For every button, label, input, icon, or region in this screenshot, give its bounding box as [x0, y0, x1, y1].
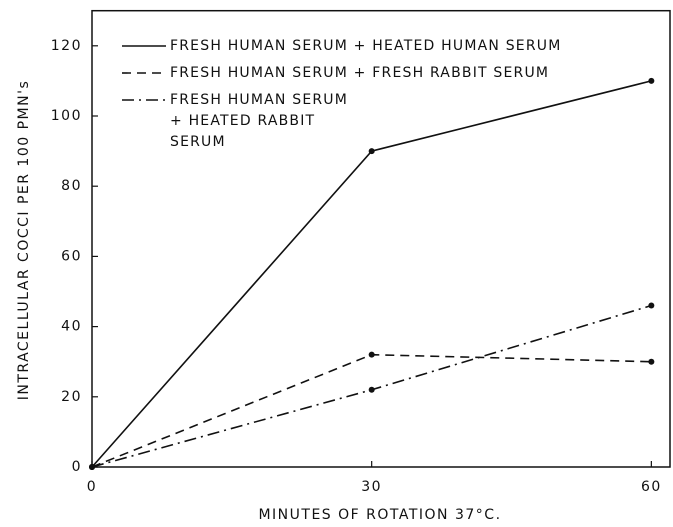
x-tick-label: 60	[641, 479, 662, 495]
y-tick-label: 60	[61, 248, 82, 264]
legend-label: FRESH HUMAN SERUM + HEATED RABBIT SERUM	[170, 92, 349, 150]
legend-swatch	[122, 45, 166, 47]
legend-label: FRESH HUMAN SERUM + FRESH RABBIT SERUM	[170, 65, 550, 81]
x-tick-label: 0	[87, 479, 97, 495]
data-point	[368, 351, 375, 358]
series-line	[91, 304, 652, 468]
x-axis-label: MINUTES OF ROTATION 37°C.	[258, 507, 501, 523]
data-point	[368, 386, 375, 393]
data-point	[89, 464, 95, 470]
legend-entry: FRESH HUMAN SERUM + HEATED HUMAN SERUM	[120, 36, 562, 57]
y-tick-label: 100	[51, 108, 82, 124]
legend-swatch	[122, 99, 166, 101]
plot-frame	[91, 9, 671, 468]
y-tick-label: 20	[61, 389, 82, 405]
legend: FRESH HUMAN SERUM + HEATED HUMAN SERUM FR…	[120, 36, 562, 159]
data-point	[648, 358, 655, 365]
legend-swatch	[122, 72, 166, 74]
legend-label: FRESH HUMAN SERUM + HEATED HUMAN SERUM	[170, 38, 562, 54]
y-tick-label: 0	[72, 459, 82, 475]
data-point	[648, 77, 655, 84]
y-tick-label: 40	[61, 319, 82, 335]
legend-entry: FRESH HUMAN SERUM + FRESH RABBIT SERUM	[120, 63, 562, 84]
legend-entry: FRESH HUMAN SERUM + HEATED RABBIT SERUM	[120, 90, 562, 153]
data-point	[368, 148, 375, 155]
y-axis-label: INTRACELLULAR COCCI PER 100 PMN's	[16, 80, 32, 401]
data-point	[648, 302, 655, 309]
x-tick-label: 30	[361, 479, 382, 495]
y-tick-label: 80	[61, 178, 82, 194]
y-tick-label: 120	[51, 38, 82, 54]
